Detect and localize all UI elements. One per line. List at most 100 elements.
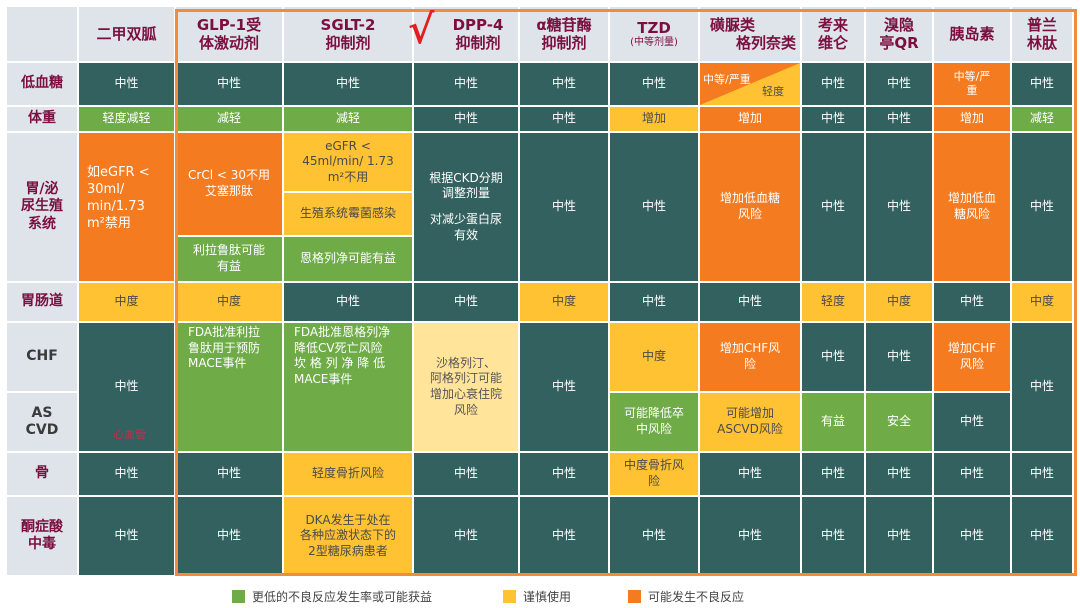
cell-hypo-sulfonylurea: 中等/严重 轻度 [700, 63, 800, 105]
green-swatch-icon [232, 590, 245, 603]
cell-dka-bromocriptine: 中性 [866, 497, 932, 575]
cell-gi-insulin: 中性 [934, 283, 1010, 321]
legend: 更低的不良反应发生率或可能获益 谨慎使用 可能发生不良反应 [0, 586, 1080, 606]
cell-bone-colesevelam: 中性 [802, 453, 864, 495]
cell-ascvd-sulfonylurea: 可能增加 ASCVD风险 [700, 393, 800, 451]
legend-item-orange: 可能发生不良反应 [628, 588, 744, 605]
cell-renal-tzd: 中性 [610, 133, 698, 281]
cell-gi-metformin: 中度 [79, 283, 174, 321]
cell-chf-ascvd-glp1: FDA批准利拉 鲁肽用于预防 MACE事件 [176, 323, 282, 451]
col-header-tzd: TZD (中等剂量) [610, 7, 698, 61]
cell-hypo-bromocriptine: 中性 [866, 63, 932, 105]
cell-weight-sglt2: 减轻 [284, 107, 412, 131]
cell-weight-colesevelam: 中性 [802, 107, 864, 131]
col-header-sglt2: SGLT-2 抑制剂 [284, 7, 412, 61]
cell-hypo-metformin: 中性 [79, 63, 174, 105]
legend-item-green: 更低的不良反应发生率或可能获益 [232, 588, 432, 605]
cell-bone-glp1: 中性 [176, 453, 282, 495]
cell-weight-metformin: 轻度减轻 [79, 107, 174, 131]
cell-renal-colesevelam: 中性 [802, 133, 864, 281]
cell-hypo-glp1: 中性 [176, 63, 282, 105]
legend-item-yellow: 谨慎使用 [503, 588, 571, 605]
row-header-bone: 骨 [7, 453, 77, 495]
col-header-pramlintide: 普兰 林肽 [1012, 7, 1072, 61]
col-header-insulin: 胰岛素 [934, 7, 1010, 61]
cell-dka-metformin: 中性 [79, 497, 174, 575]
cell-dka-pramlintide: 中性 [1012, 497, 1072, 575]
row-header-hypoglycemia: 低血糖 [7, 63, 77, 105]
row-header-weight: 体重 [7, 107, 77, 131]
cell-chf-insulin: 增加CHF 风险 [934, 323, 1010, 391]
cell-chf-ascvd-agi: 中性 [520, 323, 608, 451]
cell-chf-ascvd-pramlintide: 中性 [1012, 323, 1072, 451]
cell-ascvd-bromocriptine: 安全 [866, 393, 932, 451]
col-header-colesevelam: 考来 维仑 [802, 7, 864, 61]
col-header-dpp4: DPP-4 抑制剂 [414, 7, 518, 61]
cell-gi-tzd: 中性 [610, 283, 698, 321]
cell-ascvd-colesevelam: 有益 [802, 393, 864, 451]
cell-renal-glp1-exenatide: CrCl < 30不用 艾塞那肽 [176, 133, 282, 235]
cell-dka-tzd: 中性 [610, 497, 698, 575]
cell-weight-tzd: 增加 [610, 107, 698, 131]
cell-bone-agi: 中性 [520, 453, 608, 495]
cell-dka-dpp4: 中性 [414, 497, 518, 575]
cell-bone-tzd: 中度骨折风险 [610, 453, 698, 495]
cell-weight-insulin: 增加 [934, 107, 1010, 131]
col-header-metformin: 二甲双胍 [79, 7, 174, 61]
cell-hypo-tzd: 中性 [610, 63, 698, 105]
col-header-agi: α糖苷酶 抑制剂 [520, 7, 608, 61]
cell-hypo-sglt2: 中性 [284, 63, 412, 105]
cell-bone-bromocriptine: 中性 [866, 453, 932, 495]
cell-gi-bromocriptine: 中度 [866, 283, 932, 321]
cell-gi-dpp4: 中性 [414, 283, 518, 321]
cell-renal-sglt2-egfr: eGFR <45ml/min/ 1.73 m²不用 [284, 133, 412, 191]
cell-bone-dpp4: 中性 [414, 453, 518, 495]
cell-dka-agi: 中性 [520, 497, 608, 575]
cell-bone-sglt2: 轻度骨折风险 [284, 453, 412, 495]
row-header-chf: CHF [7, 323, 77, 391]
yellow-swatch-icon [503, 590, 516, 603]
cell-hypo-agi: 中性 [520, 63, 608, 105]
cell-bone-pramlintide: 中性 [1012, 453, 1072, 495]
cell-dka-glp1: 中性 [176, 497, 282, 575]
cell-bone-sulfonylurea: 中性 [700, 453, 800, 495]
col-header-bromocriptine: 溴隐 亭QR [866, 7, 932, 61]
cell-weight-glp1: 减轻 [176, 107, 282, 131]
row-header-ascvd: AS CVD [7, 393, 77, 451]
cell-gi-pramlintide: 中度 [1012, 283, 1072, 321]
col-header-glp1: GLP-1受 体激动剂 [176, 7, 282, 61]
cell-dka-insulin: 中性 [934, 497, 1010, 575]
cell-ascvd-insulin: 中性 [934, 393, 1010, 451]
cell-dka-colesevelam: 中性 [802, 497, 864, 575]
check-mark-icon: √ [408, 6, 435, 53]
cv-label: 心血管 [113, 428, 146, 441]
cell-renal-insulin: 增加低血 糖风险 [934, 133, 1010, 281]
cell-dka-sulfonylurea: 中性 [700, 497, 800, 575]
cell-renal-metformin: 如eGFR <30ml/min/1.73 m²禁用 [79, 133, 174, 281]
cell-renal-bromocriptine: 中性 [866, 133, 932, 281]
cell-gi-colesevelam: 轻度 [802, 283, 864, 321]
cell-gi-sglt2: 中性 [284, 283, 412, 321]
cell-dka-sglt2: DKA发生于处在 各种应激状态下的 2型糖尿病患者 [284, 497, 412, 575]
cell-bone-metformin: 中性 [79, 453, 174, 495]
row-header-gi: 胃肠道 [7, 283, 77, 321]
cell-renal-dpp4: 根据CKD分期 调整剂量 对减少蛋白尿 有效 [414, 133, 518, 281]
cell-chf-colesevelam: 中性 [802, 323, 864, 391]
row-header-renal-gu: 胃/泌 尿生殖 系统 [7, 133, 77, 281]
cell-gi-glp1: 中度 [176, 283, 282, 321]
cell-hypo-dpp4: 中性 [414, 63, 518, 105]
cell-chf-ascvd-sglt2: FDA批准恩格列净 降低CV死亡风险坎 格 列 净 降 低 MACE事件 [284, 323, 412, 451]
cell-renal-glp1-liraglutide: 利拉鲁肽可能 有益 [176, 237, 282, 281]
orange-swatch-icon [628, 590, 641, 603]
cell-weight-sulfonylurea: 增加 [700, 107, 800, 131]
diagonal-split-icon [700, 63, 800, 105]
cell-weight-agi: 中性 [520, 107, 608, 131]
cell-weight-pramlintide: 减轻 [1012, 107, 1072, 131]
cell-hypo-colesevelam: 中性 [802, 63, 864, 105]
cell-renal-agi: 中性 [520, 133, 608, 281]
cell-bone-insulin: 中性 [934, 453, 1010, 495]
cell-renal-pramlintide: 中性 [1012, 133, 1072, 281]
cell-chf-sulfonylurea: 增加CHF风险 [700, 323, 800, 391]
cell-gi-agi: 中度 [520, 283, 608, 321]
